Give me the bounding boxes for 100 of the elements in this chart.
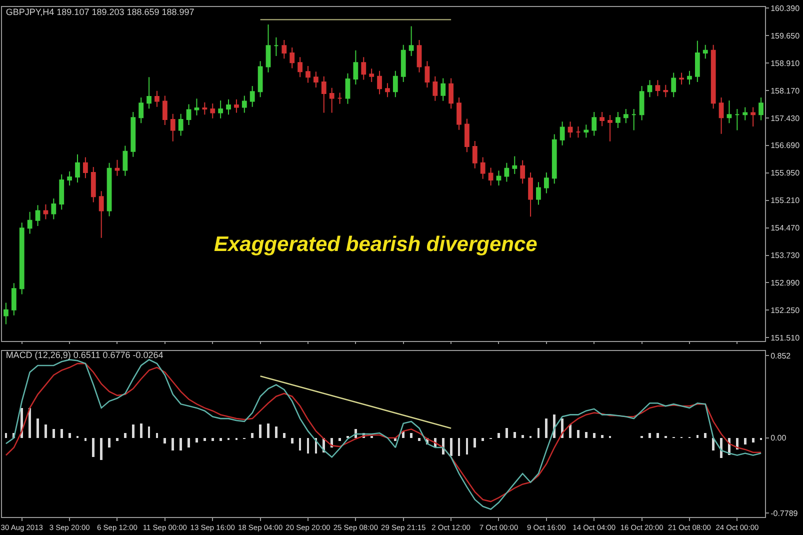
bar [172,438,174,450]
candlestick [687,70,692,86]
candlestick [710,44,716,110]
bar [196,438,198,443]
bar [410,433,413,438]
candlestick [663,84,668,98]
bar [275,426,278,438]
bar [656,433,659,438]
bar [219,438,222,441]
candlestick [138,97,144,124]
candlestick [695,40,700,82]
candlestick [608,114,612,142]
chart-title: MACD (12,26,9) 0.6511 0.6776 -0.0264 [6,350,164,360]
candlestick [234,98,239,114]
candlestick [202,102,208,116]
y-tick-label: 155.950 [770,168,800,178]
bar [282,433,286,438]
candlestick [408,26,414,56]
bar [418,438,420,441]
candlestick [472,140,478,169]
y-tick-label: -0.7789 [770,508,798,518]
candlestick [702,44,708,60]
bar [92,438,95,458]
candlestick [369,68,374,82]
candlestick [210,102,216,119]
bar [259,424,262,438]
candlestick [258,60,263,98]
candlestick [130,112,136,158]
y-tick-label: 0.00 [770,434,787,443]
bar [592,433,596,438]
candlestick [679,72,684,86]
bar [211,438,214,441]
candlestick [750,106,756,127]
candlestick [90,166,96,203]
chart-title: GBPJPY,H4 189.107 189.203 188.659 188.997 [6,6,194,17]
bar [140,423,142,438]
candlestick [314,71,318,88]
candlestick [655,80,660,97]
bar [584,432,588,438]
bar [577,430,580,438]
candlestick [520,160,526,184]
bar [704,433,707,438]
candlestick [329,87,334,114]
candlestick [544,172,549,194]
candlestick [488,167,494,186]
candlestick [496,170,502,186]
candlestick [178,113,184,136]
candlestick [631,108,636,131]
y-tick-label: 153.730 [770,251,800,260]
candlestick [718,97,724,134]
candlestick [385,82,390,98]
candlestick [170,113,176,142]
y-tick-label: 160.390 [770,4,800,13]
candlestick [43,204,48,220]
y-tick-label: 152.990 [770,278,800,288]
bar [60,429,63,438]
bar [498,433,500,438]
candlestick [218,100,224,119]
candlestick [671,72,676,98]
candlestick [480,156,486,180]
candlestick [600,112,605,127]
bar [521,434,524,438]
candlestick [114,159,120,176]
candlestick [742,106,748,121]
candlestick [98,190,104,238]
y-tick-label: 159.650 [770,31,800,40]
y-tick-label: 158.910 [770,58,800,68]
candlestick [35,204,40,226]
candlestick [282,40,287,60]
bar [744,438,746,445]
candlestick [353,50,358,86]
y-tick-label: 152.250 [770,306,800,315]
candlestick [59,174,64,210]
candlestick [361,56,366,80]
candlestick [321,76,326,114]
bar [180,438,182,450]
bar [474,438,476,448]
y-tick-label: 158.170 [770,86,800,96]
candlestick [400,44,406,82]
candlestick [345,72,350,104]
bar [506,428,508,438]
candlestick [226,98,231,116]
candlestick [623,108,628,124]
candlestick [298,56,302,78]
candlestick [27,211,32,234]
candlestick [19,222,24,295]
y-tick-label: 157.430 [770,114,800,123]
bar [569,424,572,438]
candlestick [647,80,652,98]
bar [132,424,134,438]
bar [203,438,206,441]
bar [267,423,270,438]
bar [124,433,126,438]
candlestick [424,60,430,88]
y-tick-label: 151.510 [770,333,800,342]
bar [36,418,39,438]
candlestick [242,95,247,114]
candlestick [186,104,192,126]
bar [720,438,722,458]
candlestick [504,162,510,182]
